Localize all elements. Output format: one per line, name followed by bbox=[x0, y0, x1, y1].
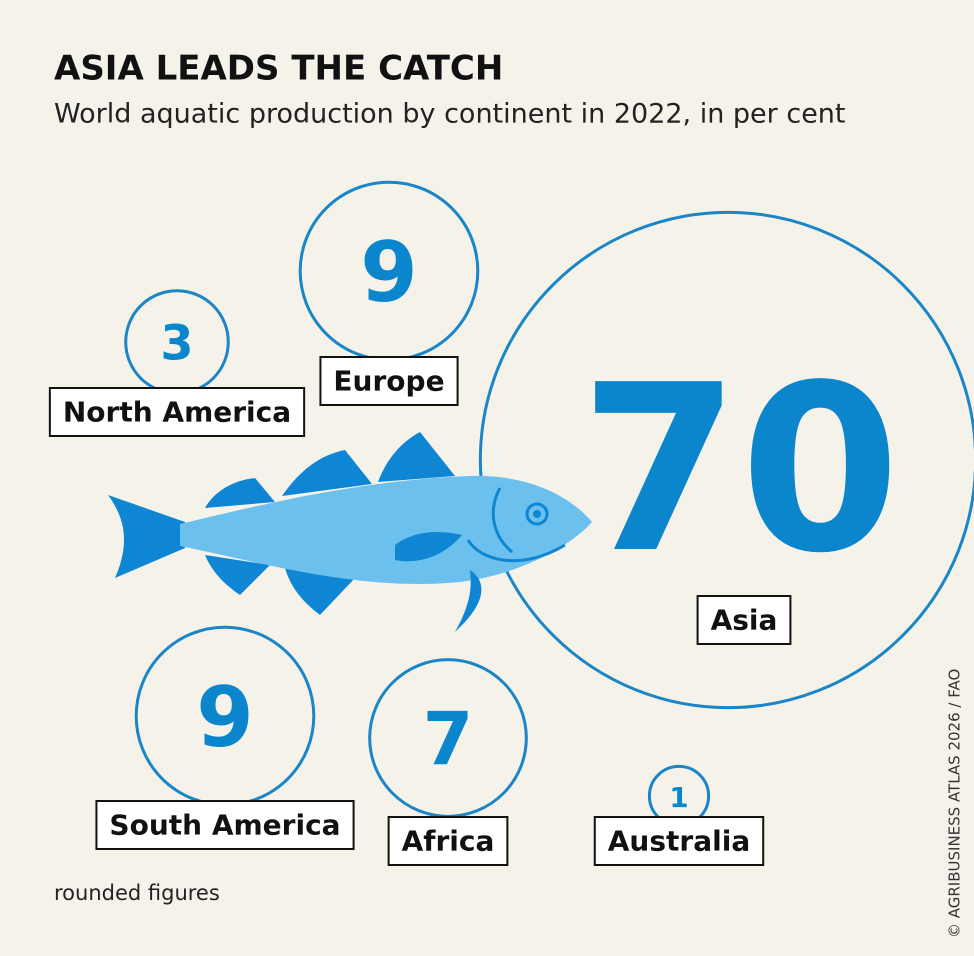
label-box bbox=[95, 800, 355, 850]
value-label: 9 bbox=[360, 225, 417, 321]
value-label: 70 bbox=[580, 336, 900, 604]
category-label: North America bbox=[63, 396, 291, 429]
value-label: 7 bbox=[423, 698, 474, 783]
chart-subtitle: World aquatic production by continent in… bbox=[54, 99, 846, 130]
bubble bbox=[478, 210, 974, 710]
label-box bbox=[387, 816, 509, 866]
value-label: 1 bbox=[669, 782, 688, 814]
value-label: 9 bbox=[196, 670, 253, 766]
label-box bbox=[696, 595, 792, 645]
labels: North America Europe Asia South America Afri… bbox=[48, 356, 792, 866]
category-label: Asia bbox=[711, 604, 778, 637]
value-label: 3 bbox=[160, 317, 193, 372]
category-label: Europe bbox=[333, 365, 444, 398]
category-label: South America bbox=[109, 809, 340, 842]
label-box bbox=[593, 816, 765, 866]
label-box bbox=[319, 356, 459, 406]
chart-title: ASIA LEADS THE CATCH bbox=[54, 49, 503, 89]
note: rounded figures bbox=[54, 881, 220, 905]
label-box bbox=[48, 387, 306, 437]
source: © AGRIBUSINESS ATLAS 2026 / FAO bbox=[946, 669, 964, 938]
fish bbox=[108, 432, 592, 632]
category-label: Australia bbox=[608, 825, 750, 858]
category-label: Africa bbox=[402, 825, 495, 858]
